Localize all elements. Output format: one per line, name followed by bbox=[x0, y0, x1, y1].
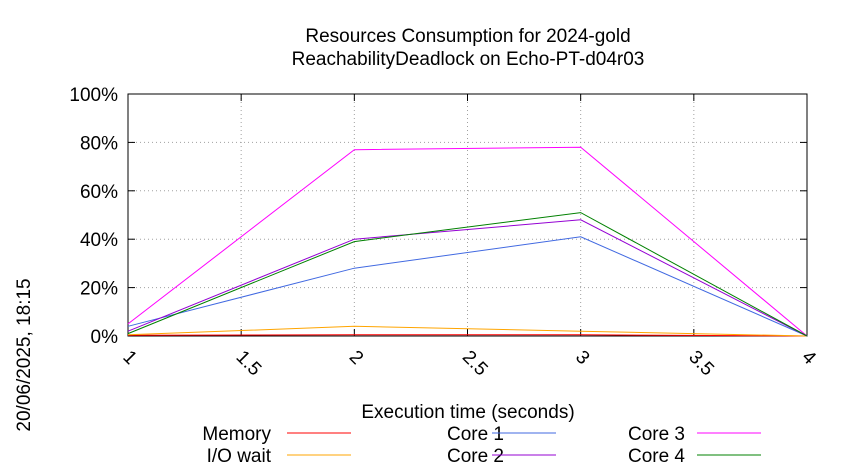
series-line-core-2 bbox=[127, 219, 808, 337]
x-tick-label: 2 bbox=[345, 347, 367, 369]
y-axis-ticks: 0% 20% 40% 60% 80% 100% bbox=[69, 85, 807, 348]
y-tick-label: 40% bbox=[80, 230, 118, 251]
x-tick-label: 3 bbox=[571, 347, 593, 369]
x-axis-ticks: 1 1.5 2 2.5 3 3.5 4 bbox=[118, 94, 820, 380]
chart-title: Resources Consumption for 2024-gold bbox=[305, 26, 630, 47]
timestamp-label: 20/06/2025, 18:15 bbox=[14, 278, 35, 431]
y-tick-label: 0% bbox=[91, 327, 119, 348]
series-line-memory bbox=[127, 334, 808, 337]
y-tick-label: 100% bbox=[69, 85, 118, 106]
series-line-core-4 bbox=[127, 212, 808, 337]
legend-label: Memory bbox=[202, 424, 271, 445]
grid-lines bbox=[128, 94, 807, 336]
y-tick-label: 80% bbox=[80, 133, 118, 154]
legend-label: Core 4 bbox=[628, 446, 685, 467]
x-tick-label: 2.5 bbox=[458, 347, 492, 381]
series-line-i-o-wait bbox=[127, 325, 808, 337]
chart-subtitle: ReachabilityDeadlock on Echo-PT-d04r03 bbox=[292, 49, 645, 70]
x-tick-label: 4 bbox=[797, 347, 820, 370]
legend-label: Core 2 bbox=[447, 446, 504, 467]
series-line-core-1 bbox=[127, 236, 808, 337]
x-tick-label: 3.5 bbox=[684, 347, 718, 381]
x-axis-label: Execution time (seconds) bbox=[361, 402, 574, 423]
legend-label: I/O wait bbox=[207, 446, 272, 467]
legend-label: Core 3 bbox=[628, 424, 685, 445]
series-line-core-3 bbox=[127, 146, 808, 337]
series-lines bbox=[127, 146, 808, 337]
y-tick-label: 60% bbox=[80, 182, 118, 203]
legend-label: Core 1 bbox=[447, 424, 504, 445]
y-tick-label: 20% bbox=[80, 279, 118, 300]
x-tick-label: 1 bbox=[118, 347, 140, 369]
x-tick-label: 1.5 bbox=[232, 347, 266, 381]
